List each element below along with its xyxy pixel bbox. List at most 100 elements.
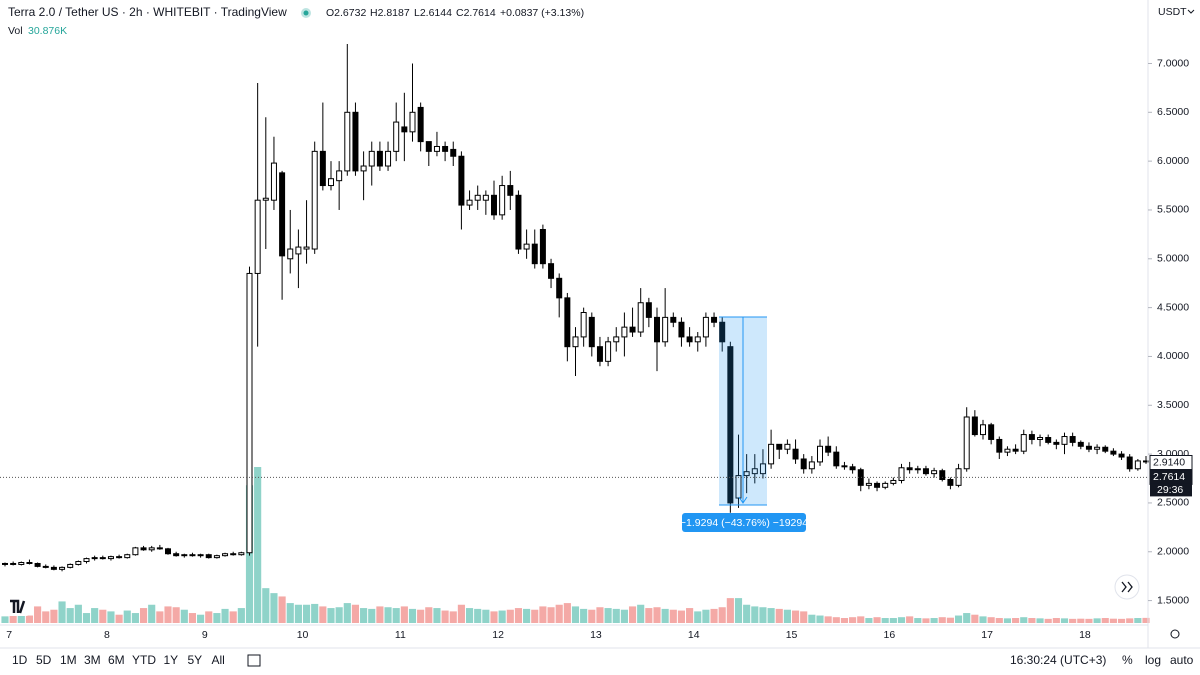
settings-icon[interactable]	[1170, 629, 1180, 639]
range-button[interactable]: All	[212, 653, 225, 667]
candle-body	[621, 326, 628, 338]
ohlc-change: +0.0837 (+3.13%)	[500, 7, 584, 19]
percent-toggle[interactable]: %	[1122, 653, 1133, 667]
candle-body	[107, 556, 114, 560]
candle-body	[833, 451, 840, 467]
candle-body	[10, 562, 17, 565]
candle-body	[1037, 437, 1044, 440]
candle-body	[596, 346, 603, 362]
candle-body	[197, 554, 204, 557]
volume-bar	[718, 607, 726, 623]
volume-bar	[832, 617, 840, 623]
volume-bar	[547, 607, 555, 623]
volume-bar	[392, 608, 400, 623]
candle-body	[768, 443, 775, 465]
candle-body	[1061, 436, 1068, 445]
y-tick-label: 4.5000	[1157, 301, 1189, 313]
x-tick-label: 18	[1079, 629, 1091, 641]
candle-body	[523, 243, 530, 250]
volume-bar	[107, 611, 115, 623]
volume-bar	[694, 611, 702, 623]
ohlc-high: H2.8187	[370, 7, 410, 19]
volume-bar	[311, 603, 319, 623]
volume-bar	[294, 604, 302, 623]
candle-body	[1118, 453, 1125, 458]
candle-body	[539, 228, 546, 265]
candle-body	[328, 178, 334, 187]
candle-body	[645, 302, 652, 318]
volume-label: Vol	[8, 25, 23, 37]
candle-body	[841, 465, 848, 468]
range-button[interactable]: YTD	[132, 653, 156, 667]
volume-bar	[857, 616, 865, 623]
volume-bar	[645, 608, 653, 623]
volume-bar	[82, 613, 91, 623]
volume-bar	[1, 616, 9, 623]
volume-bar	[302, 604, 311, 623]
candle-body	[279, 172, 286, 257]
candle-body	[662, 316, 669, 343]
volume-bar	[897, 617, 906, 623]
candle-body	[637, 302, 644, 333]
volume-bar	[816, 615, 824, 623]
x-tick-label: 16	[884, 629, 896, 641]
volume-bar	[653, 607, 661, 623]
volume-bar	[979, 616, 987, 623]
volume-bar	[1012, 618, 1020, 623]
range-button[interactable]: 5D	[36, 653, 52, 667]
candle-body	[18, 562, 25, 565]
scroll-button[interactable]	[1114, 574, 1140, 600]
y-tick-label: 5.5000	[1157, 204, 1189, 216]
countdown: 29:36	[1157, 484, 1183, 496]
y-tick-label: 3.5000	[1157, 399, 1189, 411]
candle-body	[246, 272, 253, 554]
volume-bar	[523, 608, 531, 623]
volume-bar	[588, 609, 596, 623]
auto-toggle[interactable]: auto	[1170, 653, 1194, 667]
volume-bar	[987, 617, 995, 623]
candle-body	[849, 466, 856, 471]
candle-body	[1134, 460, 1141, 470]
candle-body	[515, 194, 522, 250]
volume-bar	[808, 614, 816, 623]
range-button[interactable]: 1M	[60, 653, 77, 667]
volume-bar	[1052, 618, 1060, 623]
volume-value: 30.876K	[28, 25, 67, 37]
volume-bar	[237, 608, 245, 623]
range-button[interactable]: 1Y	[164, 653, 179, 667]
candle-body	[678, 321, 685, 338]
volume-bar	[286, 603, 294, 623]
log-toggle[interactable]: log	[1145, 653, 1161, 667]
candle-body	[882, 482, 889, 488]
candle-body	[711, 316, 718, 323]
volume-bar	[58, 601, 66, 623]
candle-body	[482, 194, 489, 201]
candle-body	[1077, 441, 1084, 447]
candle-body	[654, 316, 660, 343]
x-tick-label: 14	[688, 629, 700, 641]
countdown-box	[1150, 483, 1192, 497]
x-tick-label: 9	[202, 629, 208, 641]
volume-bar	[914, 618, 922, 623]
volume-bar	[457, 604, 465, 623]
candle-body	[165, 548, 171, 555]
range-button[interactable]: 6M	[108, 653, 125, 667]
candle-body	[1004, 448, 1011, 453]
candle-body	[181, 554, 188, 557]
candle-body	[425, 141, 432, 152]
volume-bar	[571, 606, 580, 623]
volume-bar	[213, 613, 221, 623]
range-button[interactable]: 3M	[84, 653, 101, 667]
candle-body	[409, 111, 416, 133]
y-tick-label: 4.0000	[1157, 350, 1189, 362]
candle-body	[971, 416, 978, 436]
date-range-icon[interactable]	[247, 654, 261, 667]
volume-bar	[25, 615, 34, 623]
candle-body	[466, 199, 473, 206]
x-tick-label: 10	[297, 629, 309, 641]
range-button[interactable]: 1D	[12, 653, 28, 667]
range-button[interactable]: 5Y	[188, 653, 203, 667]
status-dot	[303, 10, 309, 16]
candle-body	[385, 150, 392, 167]
